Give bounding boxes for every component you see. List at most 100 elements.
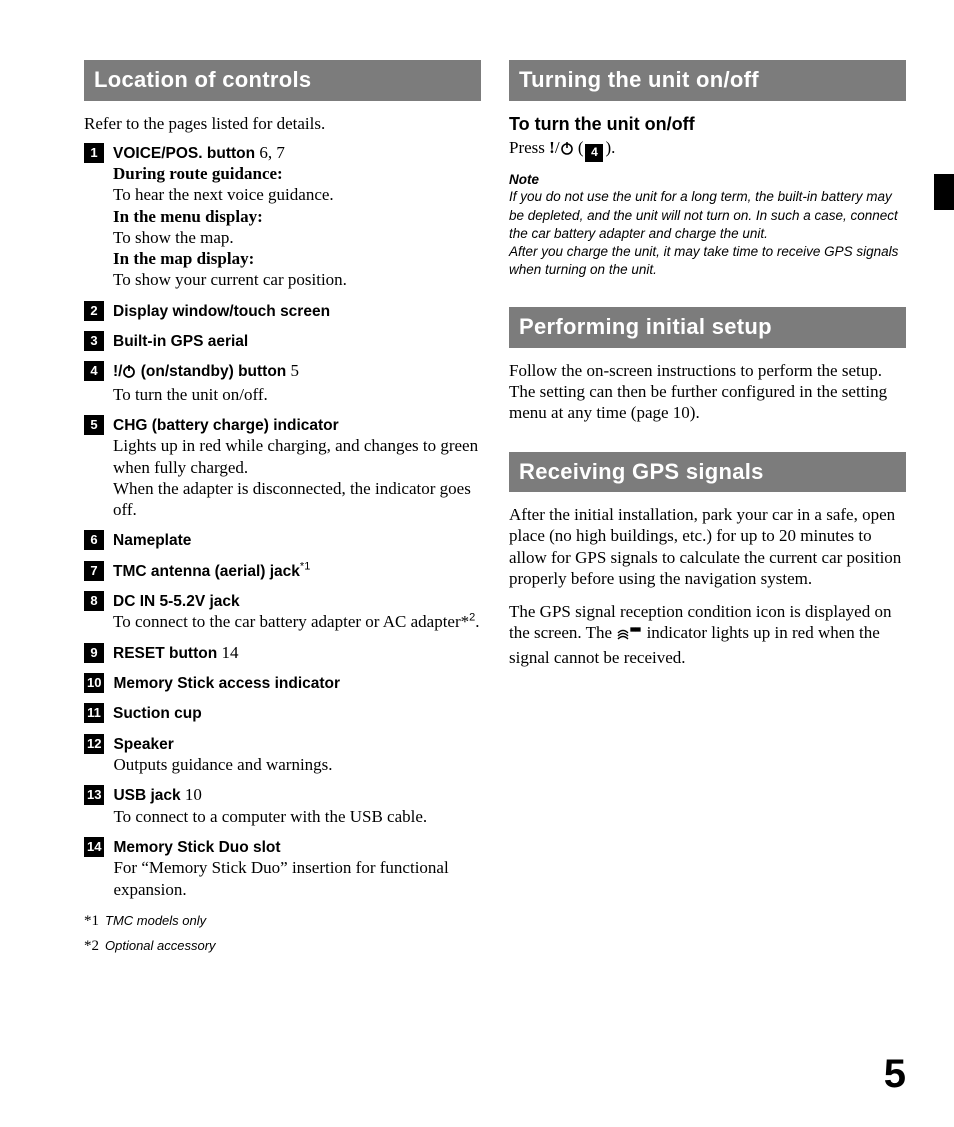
- list-item: 10Memory Stick access indicator: [84, 672, 481, 693]
- list-item: 8 DC IN 5-5.2V jackTo connect to the car …: [84, 590, 481, 633]
- item-pages: 5: [286, 361, 299, 380]
- section-title-turning: Turning the unit on/off: [509, 60, 906, 101]
- press-mid: (: [574, 138, 584, 157]
- item-badge: 5: [84, 415, 104, 435]
- item-badge: 9: [84, 643, 104, 663]
- item-title-line: TMC antenna (aerial) jack*1: [113, 560, 481, 581]
- item-body: Suction cup: [113, 702, 481, 723]
- footnote-mark: *2: [84, 937, 99, 956]
- item-subhead: During route guidance:: [113, 163, 481, 184]
- item-pages: 6, 7: [255, 143, 285, 162]
- item-title: Display window/touch screen: [113, 303, 330, 320]
- item-title-line: RESET button 14: [113, 642, 481, 663]
- item-title-line: Memory Stick Duo slot: [113, 836, 481, 857]
- item-title-line: Speaker: [113, 733, 481, 754]
- item-title-line: Built-in GPS aerial: [113, 330, 481, 351]
- item-pages: 14: [217, 643, 238, 662]
- item-body: CHG (battery charge) indicatorLights up …: [113, 414, 481, 520]
- item-title: Built-in GPS aerial: [113, 333, 248, 350]
- item-title: Suction cup: [113, 705, 202, 722]
- item-desc: For “Memory Stick Duo” insertion for fun…: [113, 857, 481, 900]
- list-item: 11 Suction cup: [84, 702, 481, 723]
- item-title-line: DC IN 5-5.2V jack: [113, 590, 481, 611]
- power-icon: [122, 362, 136, 383]
- item-title: Speaker: [113, 736, 173, 753]
- item-badge: 4: [84, 361, 104, 381]
- footnotes: *1 TMC models only *2 Optional accessory: [84, 909, 481, 956]
- item-badge: 8: [84, 591, 104, 611]
- item-title-line: Suction cup: [113, 702, 481, 723]
- gps-p2: The GPS signal reception condition icon …: [509, 601, 906, 668]
- item-body: SpeakerOutputs guidance and warnings.: [113, 733, 481, 776]
- subheading-turn: To turn the unit on/off: [509, 113, 906, 136]
- list-item: 5 CHG (battery charge) indicatorLights up…: [84, 414, 481, 520]
- press-instruction: Press !/ (4).: [509, 137, 906, 162]
- list-item: 9 RESET button 14: [84, 642, 481, 663]
- item-title: (on/standby) button: [136, 363, 286, 380]
- item-badge: 12: [84, 734, 104, 754]
- item-title-line: Memory Stick access indicator: [113, 672, 481, 693]
- gps-section: Receiving GPS signals After the initial …: [509, 452, 906, 668]
- section-title-location: Location of controls: [84, 60, 481, 101]
- list-item: 7TMC antenna (aerial) jack*1: [84, 560, 481, 581]
- item-desc: Outputs guidance and warnings.: [113, 754, 481, 775]
- setup-p1: Follow the on-screen instructions to per…: [509, 360, 906, 381]
- item-title-line: !/ (on/standby) button 5: [113, 360, 481, 383]
- superscript: *1: [300, 560, 310, 572]
- note-label: Note: [509, 172, 906, 189]
- item-title: CHG (battery charge) indicator: [113, 417, 339, 434]
- item-badge: 6: [84, 530, 104, 550]
- item-desc: To show your current car position.: [113, 269, 481, 290]
- badge-4: 4: [585, 144, 603, 162]
- item-desc: To hear the next voice guidance.: [113, 184, 481, 205]
- item-body: Display window/touch screen: [113, 300, 481, 321]
- controls-list: 1 VOICE/POS. button 6, 7During route guid…: [84, 142, 481, 900]
- press-post: ).: [605, 138, 615, 157]
- item-title: DC IN 5-5.2V jack: [113, 593, 240, 610]
- footnote-mark: *1: [84, 912, 99, 931]
- item-title: Memory Stick Duo slot: [113, 839, 280, 856]
- item-desc: To connect to a computer with the USB ca…: [113, 806, 481, 827]
- setup-p2: The setting can then be further configur…: [509, 381, 906, 424]
- item-body: RESET button 14: [113, 642, 481, 663]
- item-title: Memory Stick access indicator: [113, 675, 340, 692]
- setup-section: Performing initial setup Follow the on-s…: [509, 307, 906, 423]
- item-title: Nameplate: [113, 532, 191, 549]
- section-title-setup: Performing initial setup: [509, 307, 906, 348]
- side-tab: [934, 174, 954, 210]
- item-badge: 2: [84, 301, 104, 321]
- item-pages: 10: [181, 785, 202, 804]
- item-desc: To connect to the car battery adapter or…: [113, 611, 481, 632]
- footnote-text: Optional accessory: [105, 938, 216, 954]
- left-column: Location of controls Refer to the pages …: [84, 60, 481, 955]
- footnote-row: *2 Optional accessory: [84, 934, 481, 956]
- item-body: DC IN 5-5.2V jackTo connect to the car b…: [113, 590, 481, 633]
- power-icon: [560, 139, 574, 160]
- item-title-line: CHG (battery charge) indicator: [113, 414, 481, 435]
- right-column: Turning the unit on/off To turn the unit…: [509, 60, 906, 955]
- item-title-line: Nameplate: [113, 529, 481, 550]
- list-item: 1 VOICE/POS. button 6, 7During route guid…: [84, 142, 481, 291]
- item-body: Built-in GPS aerial: [113, 330, 481, 351]
- item-body: Memory Stick Duo slotFor “Memory Stick D…: [113, 836, 481, 900]
- item-title-line: Display window/touch screen: [113, 300, 481, 321]
- note-body: If you do not use the unit for a long te…: [509, 188, 906, 279]
- item-subhead: In the map display:: [113, 248, 481, 269]
- item-desc: To show the map.: [113, 227, 481, 248]
- signal-icon: [616, 625, 642, 646]
- press-pre: Press: [509, 138, 549, 157]
- item-badge: 1: [84, 143, 104, 163]
- item-title: !/: [113, 363, 122, 380]
- intro-text: Refer to the pages listed for details.: [84, 113, 481, 134]
- list-item: 4!/ (on/standby) button 5To turn the uni…: [84, 360, 481, 405]
- item-body: VOICE/POS. button 6, 7During route guida…: [113, 142, 481, 291]
- footnote-row: *1 TMC models only: [84, 909, 481, 931]
- item-title: RESET button: [113, 645, 217, 662]
- list-item: 14Memory Stick Duo slotFor “Memory Stick…: [84, 836, 481, 900]
- item-subhead: In the menu display:: [113, 206, 481, 227]
- item-desc: To turn the unit on/off.: [113, 384, 481, 405]
- item-body: USB jack 10To connect to a computer with…: [113, 784, 481, 827]
- item-title: TMC antenna (aerial) jack: [113, 563, 300, 580]
- list-item: 2 Display window/touch screen: [84, 300, 481, 321]
- item-badge: 11: [84, 703, 104, 723]
